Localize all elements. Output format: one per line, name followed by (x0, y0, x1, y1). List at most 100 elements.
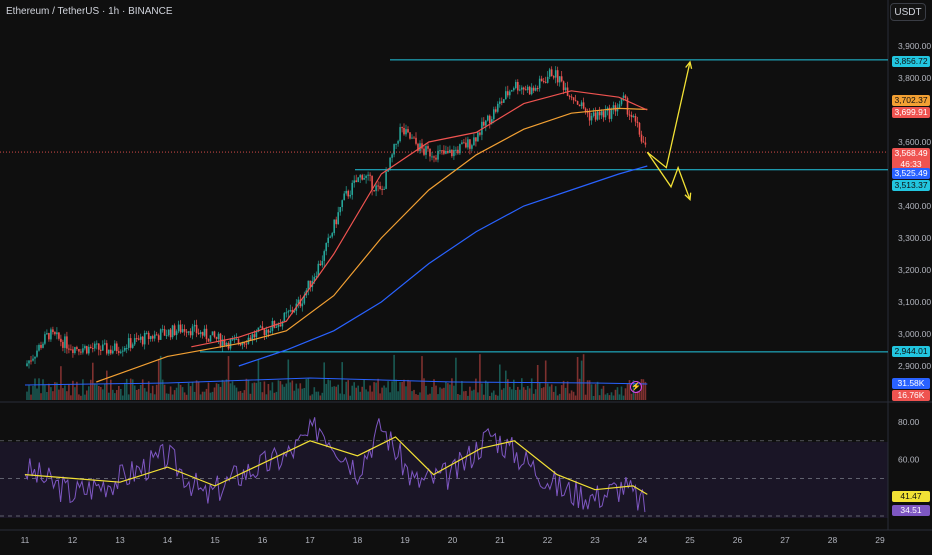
candle-body (141, 336, 144, 345)
candle-body (485, 120, 487, 126)
volume-bar (519, 389, 521, 400)
candle-body (80, 351, 82, 353)
volume-bar (78, 394, 80, 400)
volume-bar (233, 385, 236, 400)
volume-bar (165, 393, 168, 400)
orange-ma-line[interactable] (96, 107, 648, 383)
volume-bar (88, 386, 90, 400)
volume-bar (96, 384, 98, 400)
lightning-icon[interactable]: ⚡ (630, 381, 642, 393)
candle-body (630, 115, 633, 118)
candle-body (137, 338, 140, 340)
volume-bar (90, 379, 92, 400)
candle-body (495, 109, 497, 112)
volume-bar (564, 387, 567, 400)
candle-body (321, 261, 324, 266)
candle-body (465, 142, 467, 148)
candle-body (28, 360, 30, 364)
candle-body (455, 149, 457, 151)
candle-body (574, 100, 577, 102)
volume-bar (471, 390, 473, 400)
candle-body (552, 76, 555, 78)
candle-body (237, 338, 240, 344)
candle-body (578, 104, 581, 107)
volume-bar (157, 358, 160, 400)
candle-body (277, 324, 280, 327)
candle-body (193, 324, 196, 327)
candle-body (343, 193, 345, 201)
volume-bar (255, 382, 258, 400)
volume-bar (317, 391, 320, 400)
bullish-projection-arrow[interactable] (646, 61, 691, 169)
candle-body (409, 132, 411, 139)
volume-bar (588, 380, 591, 400)
rsi-ma-tag: 41.47 (892, 491, 930, 502)
candle-body (337, 212, 339, 225)
volume-bar (429, 393, 431, 400)
volume-bar (185, 394, 188, 400)
blue-ma-price-tag: 3,525.49 (892, 168, 930, 179)
candle-body (131, 344, 134, 348)
candle-body (239, 343, 242, 346)
volume-bar (273, 392, 276, 400)
volume-bar (457, 394, 459, 400)
candle-body (291, 310, 294, 313)
volume-bar (584, 394, 587, 400)
candle-body (215, 336, 218, 339)
candle-body (213, 331, 216, 337)
rsi-ma-line[interactable] (24, 436, 648, 495)
candle-body (333, 219, 335, 234)
candle-body (507, 91, 509, 96)
candle-body (50, 329, 52, 340)
volume-bar (489, 396, 491, 400)
rsi-line[interactable] (24, 417, 646, 513)
volume-bar (325, 383, 327, 400)
currency-button[interactable]: USDT (890, 3, 926, 21)
volume-bar (419, 392, 421, 400)
candle-body (558, 76, 561, 83)
time-axis-label: 28 (828, 535, 838, 545)
volume-bar (373, 382, 375, 400)
candle-body (207, 339, 210, 342)
volume-bar (315, 391, 318, 400)
volume-bar (68, 384, 70, 400)
candle-body (624, 95, 627, 98)
candle-body (451, 149, 453, 157)
red-ma-line[interactable] (191, 90, 648, 348)
candle-body (524, 89, 527, 91)
time-axis-label: 29 (875, 535, 885, 545)
blue-ma-line[interactable] (238, 165, 648, 367)
volume-bar (261, 392, 264, 400)
candle-body (519, 89, 521, 91)
volume-bar (34, 378, 36, 400)
candle-body (249, 337, 252, 341)
volume-bar (411, 391, 413, 400)
volume-bar (602, 385, 605, 400)
volume-bar (141, 379, 144, 400)
volume-bar (335, 386, 337, 400)
volume-bar (102, 389, 104, 400)
candle-body (235, 338, 238, 340)
volume-bar (267, 384, 270, 400)
candle-body (491, 119, 493, 124)
volume-bar (143, 388, 146, 400)
candle-body (155, 334, 158, 336)
price-axis-tick: 3,100.00 (898, 297, 931, 307)
candle-body (297, 299, 300, 304)
volume-bar (443, 387, 445, 400)
candle-body (201, 332, 204, 336)
volume-bar (124, 382, 126, 400)
volume-bar (616, 387, 619, 400)
candle-body (387, 168, 389, 172)
line-layer (0, 59, 888, 383)
candle-body (211, 331, 214, 336)
symbol-title[interactable]: Ethereum / TetherUS · 1h · BINANCE (6, 6, 173, 17)
candle-body (538, 78, 541, 89)
candle-body (562, 81, 565, 91)
candle-body (403, 128, 405, 135)
candle-body (487, 115, 489, 121)
bearish-projection-arrow[interactable] (646, 151, 691, 200)
volume-bar (114, 393, 116, 400)
